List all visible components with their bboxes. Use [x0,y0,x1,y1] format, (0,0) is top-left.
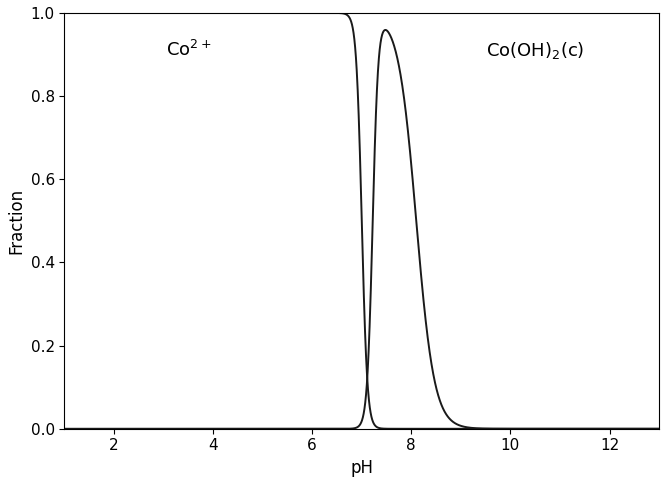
Text: Co(OH)$_2$(c): Co(OH)$_2$(c) [486,40,584,61]
Text: Co$^{2+}$: Co$^{2+}$ [166,40,211,60]
Y-axis label: Fraction: Fraction [7,188,25,254]
X-axis label: pH: pH [350,459,373,477]
